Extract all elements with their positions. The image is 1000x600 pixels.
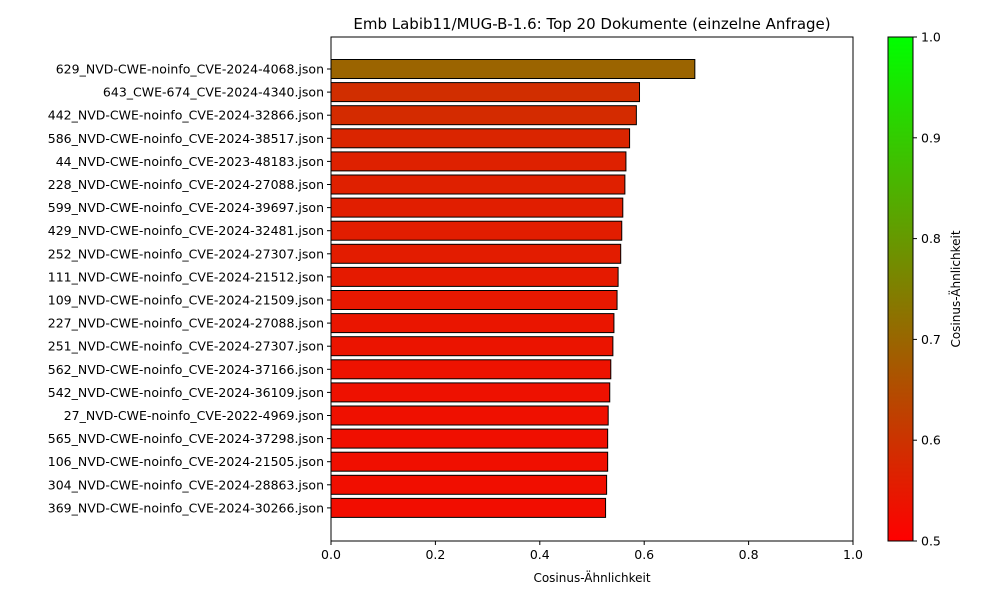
bar (330, 105, 637, 126)
y-tick-label: 251_NVD-CWE-noinfo_CVE-2024-27307.json (48, 339, 324, 354)
bar (330, 451, 609, 472)
x-axis-label: Cosinus-Ähnlichkeit (533, 570, 650, 585)
y-tick-label: 565_NVD-CWE-noinfo_CVE-2024-37298.json (48, 431, 324, 446)
colorbar: 0.5 0.6 0.7 0.8 0.9 1.0 Cosinus-Ähnlichkeit (887, 30, 963, 549)
y-tick-label: 111_NVD-CWE-noinfo_CVE-2024-21512.json (48, 269, 324, 284)
bar (330, 497, 607, 518)
y-tick-labels: 629_NVD-CWE-noinfo_CVE-2024-4068.json 643… (48, 62, 331, 515)
bar (330, 197, 624, 218)
bars-layer (330, 59, 696, 518)
colorbar-tick-label: 0.7 (921, 332, 941, 347)
y-tick-label: 106_NVD-CWE-noinfo_CVE-2024-21505.json (48, 454, 324, 469)
y-tick-label: 562_NVD-CWE-noinfo_CVE-2024-37166.json (48, 362, 324, 377)
bar (330, 220, 623, 241)
bar (330, 428, 609, 449)
colorbar-label: Cosinus-Ähnlichkeit (948, 230, 963, 347)
bar (330, 266, 619, 287)
bar (330, 405, 609, 426)
y-tick-label: 599_NVD-CWE-noinfo_CVE-2024-39697.json (48, 200, 324, 215)
colorbar-tick-label: 0.8 (921, 231, 941, 246)
bar (330, 474, 608, 495)
x-tick-label: 1.0 (843, 547, 863, 562)
bar (330, 128, 631, 149)
y-tick-label: 304_NVD-CWE-noinfo_CVE-2024-28863.json (48, 477, 324, 492)
x-tick-label: 0.4 (530, 547, 550, 562)
colorbar-tick-label: 0.5 (921, 534, 941, 549)
y-tick-label: 27_NVD-CWE-noinfo_CVE-2022-4969.json (64, 408, 324, 423)
y-tick-label: 429_NVD-CWE-noinfo_CVE-2024-32481.json (48, 223, 324, 238)
bar (330, 174, 626, 195)
bar (330, 359, 612, 380)
colorbar-gradient (887, 36, 914, 542)
x-tick-label: 0.2 (425, 547, 445, 562)
y-tick-label: 44_NVD-CWE-noinfo_CVE-2023-48183.json (56, 154, 324, 169)
chart-title: Emb Labib11/MUG-B-1.6: Top 20 Dokumente … (353, 15, 830, 33)
y-tick-label: 369_NVD-CWE-noinfo_CVE-2024-30266.json (48, 500, 324, 515)
y-tick-label: 442_NVD-CWE-noinfo_CVE-2024-32866.json (48, 108, 324, 123)
bar (330, 243, 622, 264)
x-tick-label: 0.8 (739, 547, 759, 562)
plot-frame (330, 36, 854, 542)
y-tick-label: 227_NVD-CWE-noinfo_CVE-2024-27088.json (48, 316, 324, 331)
y-tick-label: 643_CWE-674_CVE-2024-4340.json (103, 85, 324, 100)
bar (330, 336, 614, 357)
bar (330, 151, 627, 172)
bar (330, 382, 611, 403)
colorbar-tick-label: 0.9 (921, 130, 941, 145)
x-axis: 0.0 0.2 0.4 0.6 0.8 1.0 (321, 541, 863, 562)
y-tick-label: 228_NVD-CWE-noinfo_CVE-2024-27088.json (48, 177, 324, 192)
bar (330, 290, 618, 310)
y-tick-label: 542_NVD-CWE-noinfo_CVE-2024-36109.json (48, 385, 324, 400)
x-tick-label: 0.0 (321, 547, 341, 562)
colorbar-ticks: 0.5 0.6 0.7 0.8 0.9 1.0 (913, 30, 941, 549)
bar (330, 59, 696, 79)
x-tick-label: 0.6 (634, 547, 654, 562)
colorbar-tick-label: 1.0 (921, 30, 941, 45)
y-tick-label: 109_NVD-CWE-noinfo_CVE-2024-21509.json (48, 293, 324, 308)
y-tick-label: 586_NVD-CWE-noinfo_CVE-2024-38517.json (48, 131, 324, 146)
bar (330, 82, 641, 103)
y-tick-label: 629_NVD-CWE-noinfo_CVE-2024-4068.json (56, 62, 324, 77)
colorbar-tick-label: 0.6 (921, 433, 941, 448)
bar (330, 313, 615, 334)
y-tick-label: 252_NVD-CWE-noinfo_CVE-2024-27307.json (48, 246, 324, 261)
